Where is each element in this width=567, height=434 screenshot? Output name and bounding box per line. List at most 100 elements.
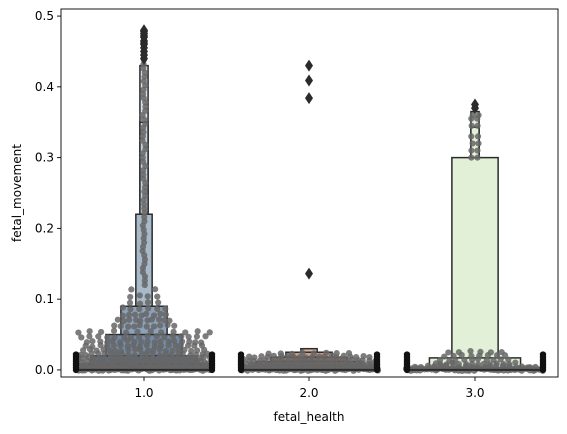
swarm-point bbox=[155, 299, 162, 306]
swarm-point bbox=[123, 329, 130, 336]
edge-cap bbox=[208, 351, 216, 358]
swarm-point bbox=[134, 328, 141, 335]
swarm-point bbox=[95, 333, 102, 340]
outlier-marker bbox=[471, 98, 479, 111]
edge-cap bbox=[72, 351, 80, 358]
swarm-point bbox=[201, 359, 208, 366]
swarm-point bbox=[171, 322, 178, 329]
outlier-marker bbox=[305, 267, 313, 280]
swarm-point bbox=[136, 305, 143, 313]
swarm-point bbox=[144, 338, 151, 345]
swarm-point bbox=[171, 337, 178, 344]
swarm-point bbox=[126, 316, 133, 323]
swarm-point bbox=[161, 317, 168, 324]
swarm-point bbox=[144, 293, 151, 300]
swarm-point bbox=[316, 353, 323, 360]
swarm-point bbox=[136, 292, 143, 299]
swarm-point bbox=[474, 133, 482, 140]
swarm-point bbox=[154, 305, 161, 313]
swarm-point bbox=[526, 364, 533, 371]
swarm-point bbox=[512, 364, 520, 371]
swarm-point bbox=[348, 361, 355, 368]
swarm-point bbox=[136, 300, 144, 307]
swarm-point bbox=[158, 329, 165, 336]
swarm-point bbox=[477, 348, 484, 356]
swarm-point bbox=[206, 329, 213, 336]
swarm-point bbox=[265, 350, 272, 357]
swarm-point bbox=[468, 360, 476, 368]
swarm-point bbox=[424, 362, 432, 369]
swarm-point bbox=[124, 343, 131, 350]
swarm-point bbox=[194, 347, 201, 354]
swarm-point bbox=[131, 311, 139, 318]
swarm-point bbox=[474, 154, 481, 161]
edge-cap bbox=[539, 351, 547, 358]
swarm-point bbox=[119, 312, 126, 319]
edge-cap bbox=[373, 351, 381, 358]
swarm-point bbox=[193, 333, 201, 340]
swarm-point bbox=[125, 311, 133, 318]
swarm-point bbox=[114, 316, 121, 323]
swarm-point bbox=[170, 328, 177, 335]
swarm-point bbox=[450, 352, 457, 359]
swarm-point bbox=[251, 354, 258, 361]
y-tick-label: 0.0 bbox=[35, 363, 54, 377]
swarm-point bbox=[153, 333, 160, 340]
boxen-box bbox=[451, 156, 499, 371]
swarm-point bbox=[333, 350, 340, 357]
swarm-point bbox=[512, 359, 519, 366]
swarm-point bbox=[127, 306, 134, 313]
swarm-point bbox=[411, 363, 418, 370]
swarm-point bbox=[186, 338, 193, 345]
swarm-point bbox=[136, 343, 143, 350]
swarm-point bbox=[493, 352, 501, 359]
swarm-point bbox=[131, 323, 138, 330]
swarm-point bbox=[475, 140, 482, 147]
swarm-point bbox=[198, 339, 205, 346]
swarm-point bbox=[93, 347, 100, 354]
swarm-point bbox=[246, 353, 253, 360]
swarm-point bbox=[111, 334, 118, 341]
swarm-point bbox=[288, 350, 296, 357]
swarm-point bbox=[120, 318, 127, 325]
plot-frame bbox=[60, 8, 559, 378]
swarm-point bbox=[505, 356, 512, 363]
swarm-point bbox=[125, 351, 132, 358]
swarm-point bbox=[500, 361, 507, 368]
outlier-marker bbox=[305, 74, 313, 87]
swarm-point bbox=[192, 339, 199, 346]
swarm-point bbox=[175, 350, 182, 357]
swarm-point bbox=[340, 352, 347, 359]
outlier-marker bbox=[140, 24, 148, 37]
x-axis-label: fetal_health bbox=[274, 410, 345, 424]
y-tick-label: 0.2 bbox=[35, 221, 54, 235]
swarm-point bbox=[165, 338, 172, 345]
swarm-point bbox=[157, 322, 164, 329]
swarm-point bbox=[475, 361, 482, 368]
swarm-point bbox=[100, 355, 108, 362]
swarm-point bbox=[121, 334, 128, 341]
swarm-point bbox=[468, 154, 475, 161]
swarm-point bbox=[310, 350, 318, 357]
swarm-point bbox=[150, 323, 158, 330]
swarm-point bbox=[145, 305, 152, 312]
y-axis-label: fetal_movement bbox=[10, 144, 24, 242]
swarm-point bbox=[152, 286, 159, 293]
swarm-point bbox=[360, 353, 367, 360]
swarm-point bbox=[86, 328, 93, 335]
swarm-point bbox=[162, 311, 169, 318]
swarm-point bbox=[147, 328, 154, 335]
swarm-point bbox=[110, 327, 118, 334]
swarm-point bbox=[161, 334, 168, 341]
swarm-point bbox=[143, 323, 150, 330]
swarm-point bbox=[97, 338, 104, 345]
swarm-point bbox=[154, 293, 161, 300]
swarm-point bbox=[345, 349, 353, 357]
swarm-point bbox=[468, 147, 475, 154]
swarm-point bbox=[119, 304, 127, 311]
swarm-point bbox=[139, 269, 147, 276]
swarm-point bbox=[474, 122, 481, 129]
swarm-point bbox=[436, 357, 444, 364]
swarm-point bbox=[296, 354, 303, 361]
